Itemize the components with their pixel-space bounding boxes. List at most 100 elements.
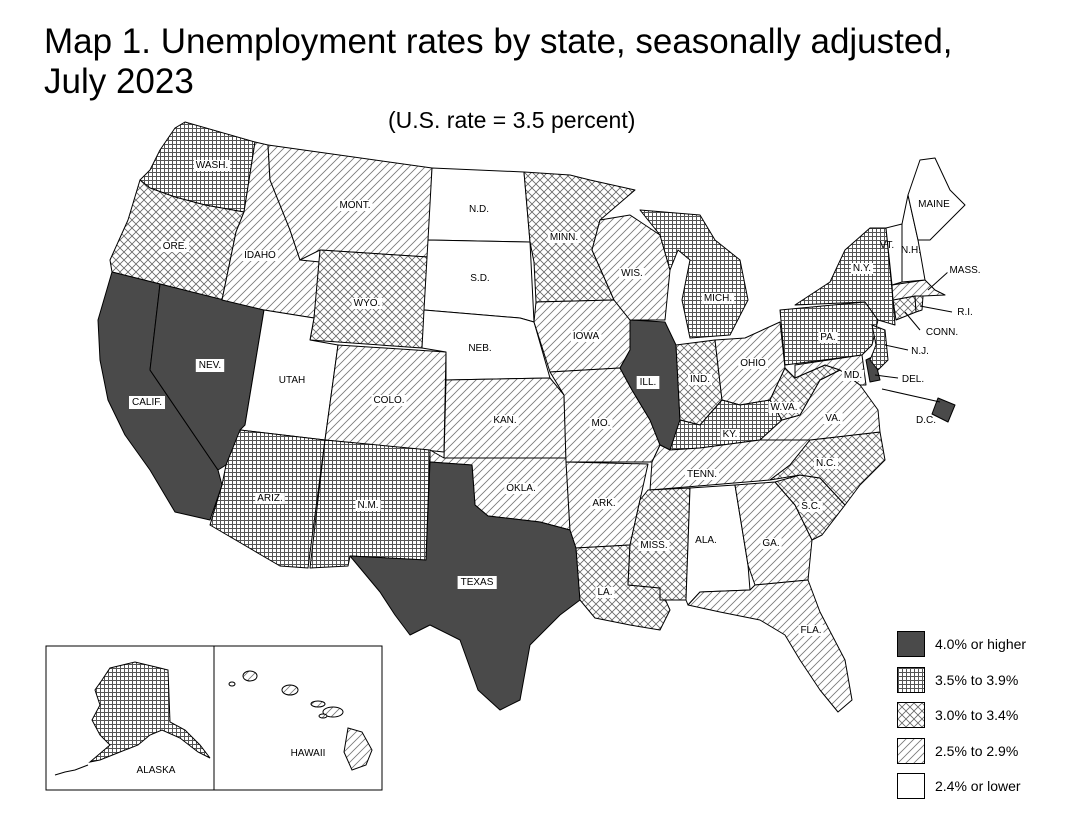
label-wva: W.VA. (770, 402, 797, 413)
legend-label: 3.0% to 3.4% (935, 707, 1019, 723)
label-background (738, 358, 768, 369)
label-ariz: ARIZ. (257, 493, 283, 504)
label-background (195, 359, 225, 372)
label-background (337, 200, 373, 211)
label-background (193, 160, 231, 171)
label-md: MD. (844, 370, 862, 381)
label-dc: D.C. (916, 415, 936, 426)
state-idaho (221, 141, 321, 319)
label-ala: ALA. (695, 535, 717, 546)
label-fla: FLA. (800, 625, 821, 636)
label-background (701, 293, 735, 304)
label-background (371, 395, 407, 406)
label-background (351, 298, 383, 309)
label-del: DEL. (902, 374, 924, 385)
label-background (685, 469, 719, 480)
legend-label: 2.4% or lower (935, 778, 1021, 794)
label-mont: MONT. (339, 200, 370, 211)
label-background (242, 250, 279, 261)
legend-swatch-solid (897, 631, 925, 657)
state-fla (687, 579, 853, 713)
state-mass (891, 279, 946, 301)
label-background (504, 483, 538, 494)
label-neb: NEB. (468, 343, 491, 354)
state-wis (591, 214, 671, 321)
legend: 4.0% or higher 3.5% to 3.9% 3.0% to 3.4%… (897, 630, 1077, 808)
label-okla: OKLA. (506, 483, 535, 494)
label-tenn: TENN. (687, 469, 717, 480)
label-colo: COLO. (373, 395, 404, 406)
label-texas: TEXAS (461, 577, 494, 588)
label-nm: N.M. (357, 500, 378, 511)
legend-swatch-grid (897, 666, 925, 693)
label-background (619, 268, 645, 279)
state-dc (931, 397, 956, 423)
label-background (923, 327, 961, 338)
label-background (128, 396, 166, 409)
label-conn: CONN. (926, 327, 958, 338)
state-hawaii (228, 670, 373, 771)
label-ny: N.Y. (853, 263, 871, 274)
legend-item: 2.5% to 2.9% (897, 737, 1077, 765)
legend-item: 3.0% to 3.4% (897, 701, 1077, 729)
label-ark: ARK. (592, 498, 615, 509)
label-minn: MINN. (550, 232, 578, 243)
label-ri: R.I. (957, 307, 973, 318)
label-background (841, 370, 865, 381)
label-iowa: IOWA (573, 331, 600, 342)
label-calif: CALIF. (132, 397, 162, 408)
label-sd: S.D. (470, 273, 489, 284)
alaska-aleutians (54, 764, 89, 776)
label-background (760, 538, 782, 549)
label-background (947, 265, 983, 276)
label-maine: MAINE (918, 199, 950, 210)
label-background (457, 576, 497, 589)
label-nc: N.C. (816, 458, 836, 469)
label-ga: GA. (762, 538, 779, 549)
legend-swatch-cross (897, 702, 925, 728)
ne-leader-lines (874, 271, 953, 379)
label-background (134, 765, 178, 776)
legend-label: 2.5% to 2.9% (935, 742, 1019, 759)
label-background (590, 498, 618, 509)
label-background (547, 232, 581, 243)
label-vt: VT. (880, 240, 894, 251)
map-title: Map 1. Unemployment rates by state, seas… (44, 22, 953, 102)
label-wyo: WYO. (354, 298, 381, 309)
label-ore: ORE. (163, 241, 187, 252)
label-background (850, 263, 874, 274)
label-background (355, 500, 381, 511)
label-background (798, 625, 824, 636)
label-background (909, 346, 931, 357)
label-nd: N.D. (469, 204, 489, 215)
label-alaska: ALASKA (137, 765, 176, 776)
label-background (160, 241, 190, 252)
legend-item: 4.0% or higher (897, 630, 1077, 658)
label-la: LA. (597, 587, 612, 598)
title-line-1: Map 1. Unemployment rates by state, seas… (44, 22, 953, 61)
legend-label: 4.0% or higher (935, 636, 1027, 652)
legend-swatch-white (897, 773, 925, 799)
label-kan: KAN. (493, 415, 516, 426)
label-mich: MICH. (704, 293, 732, 304)
state-alaska (88, 661, 211, 763)
label-miss: MISS. (640, 540, 667, 551)
legend-swatch-diag (897, 737, 925, 764)
label-mass: MASS. (949, 265, 980, 276)
label-ill: ILL. (640, 377, 657, 388)
label-wis: WIS. (621, 268, 643, 279)
label-background (595, 587, 615, 598)
state-ri (914, 295, 924, 313)
legend-item: 3.5% to 3.9% (897, 666, 1077, 694)
label-background (491, 415, 519, 426)
label-background (589, 418, 613, 429)
label-background (638, 540, 670, 551)
state-maine (907, 157, 966, 241)
label-background (818, 332, 838, 343)
map-subtitle: (U.S. rate = 3.5 percent) (388, 107, 636, 133)
label-nh: N.H. (901, 245, 921, 256)
label-background (799, 501, 823, 512)
label-hawaii: HAWAII (291, 748, 326, 759)
label-background (720, 429, 740, 440)
state-nj (869, 324, 889, 371)
